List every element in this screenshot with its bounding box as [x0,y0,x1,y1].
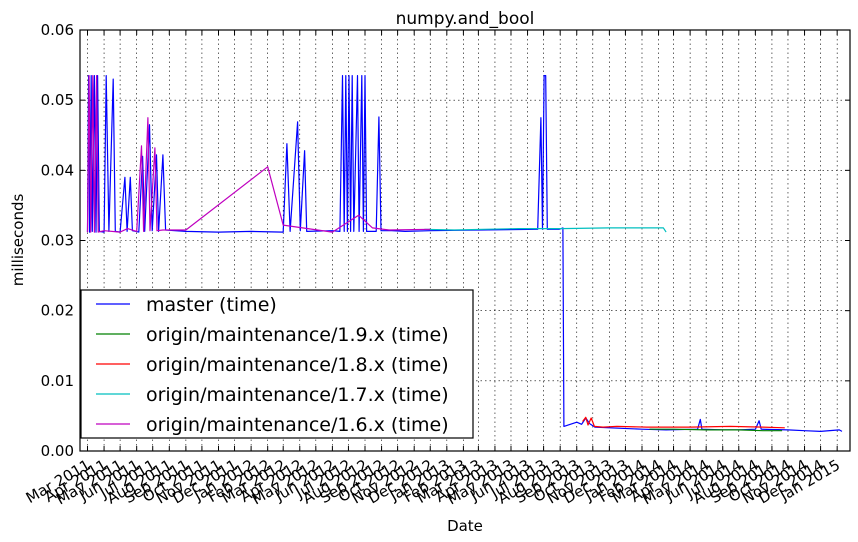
y-axis-label: milliseconds [9,194,27,287]
legend-label: origin/maintenance/1.8.x (time) [146,354,449,376]
plot-series [86,74,843,432]
y-tick-label: 0.00 [41,442,74,460]
y-tick-label: 0.03 [41,232,74,250]
legend: master (time) origin/maintenance/1.9.x (t… [80,289,474,439]
y-axis-ticks: 0.00 0.01 0.02 0.03 0.04 0.05 0.06 [41,21,850,460]
series-line-origin-maintenance-1-9-x-time [649,428,783,432]
series-line-master-time [86,74,843,432]
x-axis-label: Date [447,517,483,535]
legend-label: origin/maintenance/1.7.x (time) [146,384,449,406]
y-tick-label: 0.05 [41,91,74,109]
y-tick-label: 0.01 [41,372,74,390]
legend-label: origin/maintenance/1.9.x (time) [146,324,449,346]
legend-label: master (time) [146,294,277,316]
y-tick-label: 0.02 [41,302,74,320]
series-line-origin-maintenance-1-8-x-time [582,416,785,429]
y-tick-label: 0.06 [41,21,74,39]
y-tick-label: 0.04 [41,161,74,179]
chart-title: numpy.and_bool [396,9,535,29]
series-line-origin-maintenance-1-7-x-time [424,227,667,233]
legend-label: origin/maintenance/1.6.x (time) [146,414,449,436]
series-line-origin-maintenance-1-6-x-time [86,74,431,233]
legend-box [80,289,474,439]
